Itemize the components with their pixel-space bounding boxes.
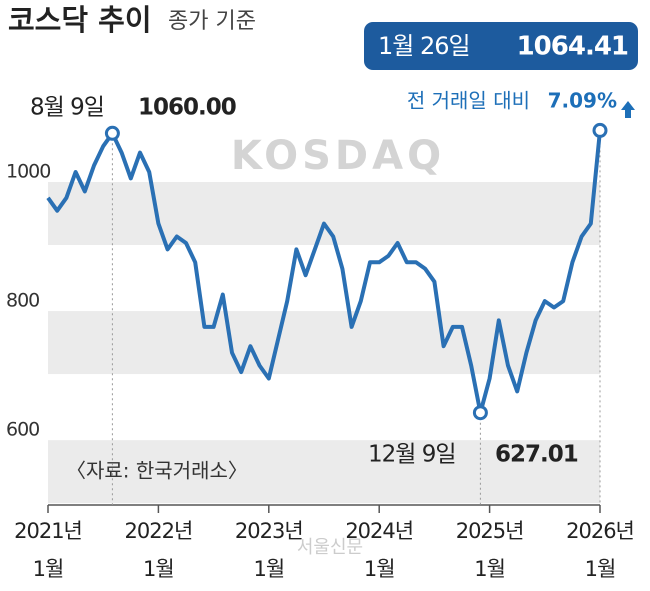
- change-text: 전 거래일 대비: [407, 89, 530, 113]
- annotation-marker: [472, 405, 488, 421]
- x-tick-label: 2021년 1월: [14, 519, 82, 581]
- y-tick-label: 1000: [6, 160, 50, 182]
- chart-title: 코스닥 추이: [8, 3, 152, 37]
- change-value: 7.09%: [548, 89, 617, 113]
- annotation-marker: [592, 122, 608, 138]
- stripe: [48, 311, 600, 375]
- x-tick-label: 2025년 1월: [456, 519, 524, 581]
- stripe: [48, 181, 600, 245]
- x-tick-label: 2026년 1월: [566, 519, 634, 581]
- stripe: [48, 440, 600, 504]
- up-arrow: [621, 101, 635, 118]
- x-tick-label: 2023년 1월: [235, 519, 303, 581]
- credit: 서울신문: [297, 537, 363, 558]
- watermark: KOSDAQ: [231, 133, 445, 179]
- series-line: [46, 130, 602, 415]
- annotation-date: 8월 9일: [30, 95, 104, 121]
- chart-subtitle: 종가 기준: [168, 9, 256, 34]
- y-tick-label: 600: [6, 419, 39, 441]
- annotation-value: 627.01: [495, 442, 578, 468]
- annotation-value: 1060.00: [138, 95, 236, 121]
- source: 〈자료: 한국거래소〉: [66, 459, 248, 483]
- highlight-box: [364, 22, 638, 70]
- highlight-date: 1월 26일: [378, 32, 470, 60]
- x-tick-label: 2024년 1월: [345, 519, 413, 581]
- x-tick-label: 2022년 1월: [125, 519, 193, 581]
- y-tick-label: 800: [6, 290, 39, 312]
- annotation-marker: [104, 125, 120, 141]
- highlight-value: 1064.41: [517, 32, 628, 62]
- annotation-date: 12월 9일: [368, 442, 456, 468]
